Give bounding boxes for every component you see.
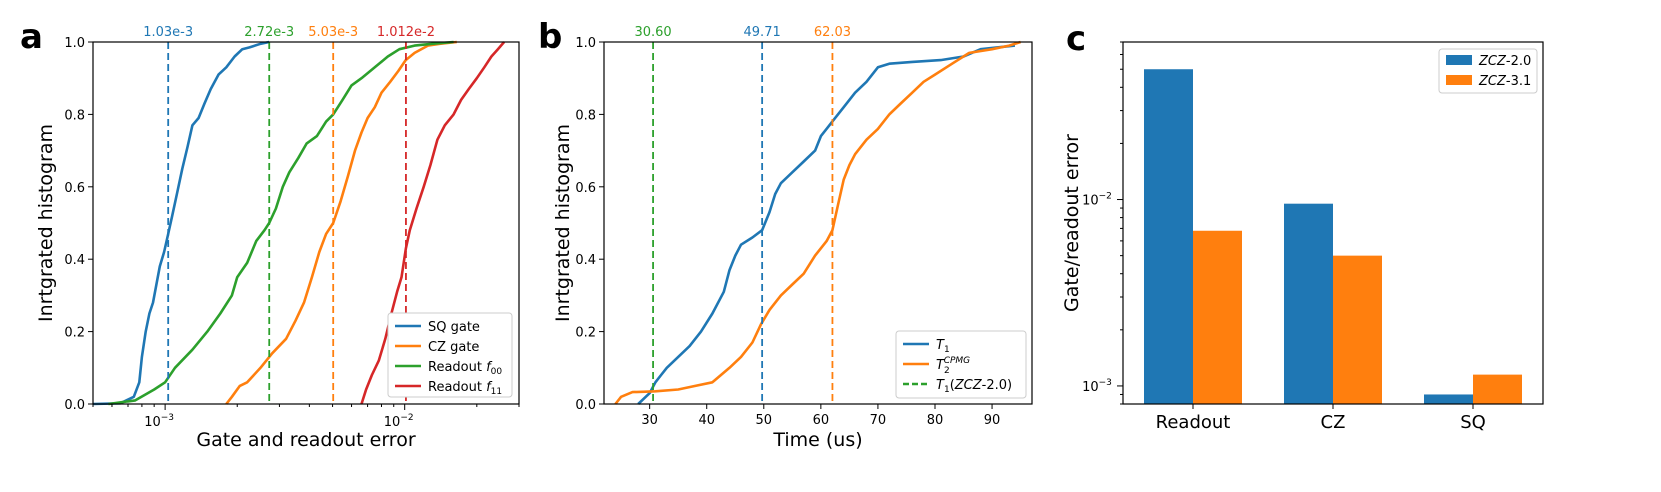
bar-cz-0	[1284, 203, 1333, 404]
xtick-label-b-2: 50	[756, 413, 773, 428]
legend-box-b	[895, 330, 1027, 399]
xtick-label-a-0: 10−3	[144, 413, 174, 430]
panel-letter-b: b	[538, 17, 562, 57]
ytick-label-a-5: 1.0	[64, 36, 85, 51]
xtick-label-b-4: 70	[870, 413, 887, 428]
axis-frame-a	[92, 41, 520, 405]
ytick-label-b-4: 0.8	[575, 108, 596, 123]
bar-sq-1	[1473, 374, 1522, 404]
series-line-a-1	[225, 40, 457, 405]
bar-sq-0	[1424, 394, 1473, 404]
legend-label-b-1: T2CPMG	[936, 356, 970, 376]
ytick-label-b-1: 0.2	[575, 326, 596, 341]
vline-label-a-0: 1.03e-3	[143, 25, 193, 40]
bar-readout-0	[1144, 69, 1193, 404]
series-line-b-0	[637, 44, 1016, 405]
legend-box-a	[387, 312, 513, 398]
ytick-label-a-0: 0.0	[64, 398, 85, 413]
ytick-label-b-2: 0.4	[575, 253, 596, 268]
legend-label-c-0: ZCZ-2.0	[1478, 54, 1531, 69]
ytick-label-a-3: 0.6	[64, 181, 85, 196]
ytick-label-b-5: 1.0	[575, 36, 596, 51]
ytick-label-a-1: 0.2	[64, 326, 85, 341]
panel-a: a 1.03e-3 2.72e-3 5.03e-3 1.012e-2 0.0 0.2 0.4 0…	[20, 17, 520, 451]
x-axis-label-a: Gate and readout error	[196, 429, 415, 451]
series-line-a-2	[108, 40, 454, 406]
y-axis-label-b: Inrtgrated histogram	[552, 124, 574, 322]
category-label-2: SQ	[1460, 412, 1486, 433]
legend-swatch-c-0	[1446, 55, 1472, 65]
vline-label-b-2: 62.03	[814, 25, 851, 40]
ytick-label-b-3: 0.6	[575, 181, 596, 196]
panel-letter-c: c	[1066, 19, 1086, 59]
xtick-label-b-3: 60	[813, 413, 830, 428]
series-line-a-3	[360, 41, 506, 405]
panel-b: b 30.60 49.71 62.03 0.0 0.2 0.4 0.6 0.8 1.0 30 40 50…	[538, 17, 1033, 451]
xtick-label-b-1: 40	[698, 413, 715, 428]
xtick-label-b-6: 90	[984, 413, 1001, 428]
legend-label-a-1: CZ gate	[428, 340, 479, 355]
ytick-label-c-0: 10−3	[1082, 378, 1112, 395]
vline-label-b-1: 49.71	[744, 25, 781, 40]
series-line-b-1	[614, 40, 1021, 405]
vline-label-a-1: 2.72e-3	[244, 25, 294, 40]
x-axis-label-b: Time (us)	[772, 429, 862, 451]
bar-readout-1	[1193, 230, 1242, 404]
legend-label-c-1: ZCZ-3.1	[1478, 74, 1531, 89]
y-axis-label-a: Inrtgrated histogram	[35, 124, 57, 322]
ytick-label-a-4: 0.8	[64, 108, 85, 123]
vline-label-a-3: 1.012e-2	[377, 25, 435, 40]
ytick-label-b-0: 0.0	[575, 398, 596, 413]
legend-label-a-3: Readout f11	[428, 380, 502, 397]
legend-swatch-c-1	[1446, 75, 1472, 85]
ytick-label-c-1: 10−2	[1082, 192, 1112, 209]
ytick-label-a-2: 0.4	[64, 253, 85, 268]
category-label-0: Readout	[1156, 412, 1231, 433]
panel-letter-a: a	[20, 17, 43, 57]
xtick-label-b-0: 30	[641, 413, 658, 428]
y-axis-label-c: Gate/readout error	[1061, 134, 1083, 312]
axis-frame-b	[603, 41, 1033, 405]
bar-cz-1	[1333, 255, 1382, 404]
series-line-a-0	[92, 40, 270, 406]
vline-label-b-0: 30.60	[634, 25, 671, 40]
axis-frame-c	[1122, 41, 1544, 405]
legend-label-b-2: T1(ZCZ-2.0)	[936, 378, 1012, 395]
vline-label-a-2: 5.03e-3	[308, 25, 358, 40]
xtick-label-b-5: 80	[927, 413, 944, 428]
category-label-1: CZ	[1321, 412, 1346, 433]
legend-label-a-2: Readout f00	[428, 360, 502, 377]
legend-label-a-0: SQ gate	[428, 320, 480, 335]
xtick-label-a-1: 10−2	[384, 413, 414, 430]
legend-label-b-0: T1	[936, 338, 950, 355]
